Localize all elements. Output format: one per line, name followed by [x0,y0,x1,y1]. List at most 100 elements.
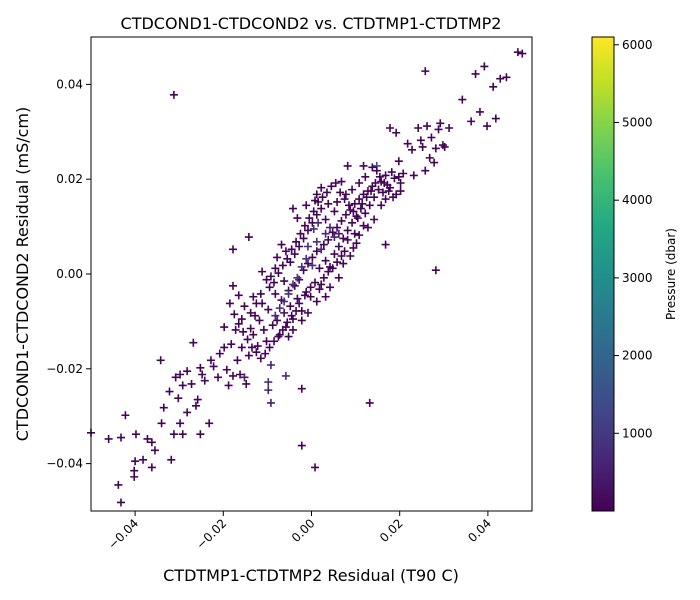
scatter-point [302,201,311,210]
scatter-point [324,199,333,208]
scatter-point [431,144,440,153]
scatter-point [321,292,330,301]
scatter-point [359,221,368,230]
scatter-point [244,233,253,242]
scatter-point [249,292,258,301]
scatter-point [189,338,198,347]
scatter-point [206,356,215,365]
scatter-point [372,166,381,175]
scatter-point [265,343,274,352]
scatter-point [475,107,484,116]
scatter-point [317,183,326,192]
scatter-point [427,133,436,142]
scatter-point [365,201,374,210]
scatter-point [358,199,367,208]
scatter-point [244,351,253,360]
scatter-point [483,122,492,131]
scatter-point [287,245,296,254]
scatter-point [491,114,500,123]
scatter-point [334,273,343,282]
scatter-point [116,498,125,507]
scatter-point [330,207,339,216]
scatter-point [229,245,238,254]
scatter-point [303,242,312,251]
scatter-point [297,262,306,271]
scatter-point [430,158,439,167]
scatter-point [246,308,255,317]
scatter-point [297,441,306,450]
scatter-point [333,258,342,267]
scatter-point [371,178,380,187]
scatter-point [384,187,393,196]
scatter-point [240,373,249,382]
scatter-point [341,210,350,219]
scatter-point [283,318,292,327]
scatter-point [392,128,401,137]
scatter-point [381,240,390,249]
scatter-point [290,250,299,259]
scatter-point [317,204,326,213]
scatter-point [328,228,337,237]
scatter-point [518,49,527,58]
scatter-point [227,340,236,349]
scatter-point [262,275,271,284]
colorbar-tick-label: 3000 [622,271,653,285]
scatter-point [239,327,248,336]
scatter-point [326,223,335,232]
scatter-point [328,264,337,273]
scatter-point [284,289,293,298]
scatter-point [225,299,234,308]
scatter-point [303,308,312,317]
scatter-point [438,141,447,150]
scatter-point [270,278,279,287]
scatter-point [318,193,327,202]
scatter-point [355,231,364,240]
scatter-point [378,188,387,197]
scatter-point [288,280,297,289]
scatter-point [288,204,297,213]
scatter-point [343,235,352,244]
scatter-point [321,215,330,224]
scatter-point [436,119,445,128]
scatter-point [362,193,371,202]
scatter-point [312,247,321,256]
scatter-point [295,299,304,308]
scatter-point [418,142,427,151]
scatter-point [312,190,321,199]
scatter-point [268,321,277,330]
scatter-point [343,226,352,235]
scatter-points [87,48,527,507]
scatter-point [281,247,290,256]
scatter-point [274,269,283,278]
scatter-point [284,332,293,341]
scatter-point [262,337,271,346]
scatter-point [183,408,192,417]
scatter-point [315,264,324,273]
scatter-point [305,214,314,223]
scatter-point [178,430,187,439]
scatter-point [414,124,423,133]
scatter-point [273,316,282,325]
scatter-point [237,343,246,352]
scatter-point [169,430,178,439]
scatter-point [399,169,408,178]
scatter-point [209,362,218,371]
scatter-point [361,209,370,218]
scatter-point [387,168,396,177]
scatter-point [361,172,370,181]
scatter-point [191,401,200,410]
scatter-point [352,239,361,248]
x-axis-label: CTDTMP1-CTDTMP2 Residual (T90 C) [163,566,459,585]
scatter-point [183,367,192,376]
scatter-point [303,259,312,268]
scatter-point [343,161,352,170]
scatter-point [333,223,342,232]
scatter-point [348,218,357,227]
scatter-point [380,178,389,187]
scatter-point [196,363,205,372]
scatter-point [445,124,454,133]
scatter-point [340,247,349,256]
scatter-point [266,272,275,281]
colorbar-ticks: 1000 2000 3000 4000 5000 6000 [614,38,653,440]
scatter-point [317,280,326,289]
